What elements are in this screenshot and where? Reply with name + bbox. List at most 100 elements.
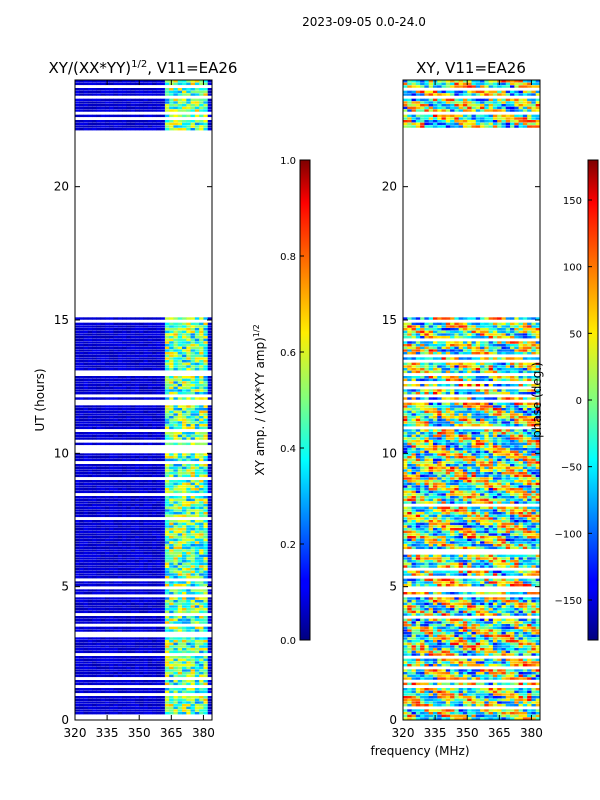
phase-cell [437,677,442,680]
amplitude-cell [156,128,162,131]
amplitude-cell [92,650,97,654]
amplitude-cell [164,552,170,555]
amplitude-cell [117,546,123,550]
amplitude-cell [156,344,162,347]
amplitude-cell [87,696,93,699]
amplitude-cell [143,480,149,483]
amplitude-cell [147,584,153,587]
phase-cell [514,669,519,672]
phase-cell [445,674,451,678]
amplitude-cell [139,576,144,579]
amplitude-cell [75,565,80,568]
phase-cell [527,682,532,686]
amplitude-cell [186,368,191,371]
phase-cell [424,693,430,696]
amplitude-cell [173,128,179,131]
amplitude-cell [182,325,187,328]
amplitude-cell [92,338,97,342]
amplitude-cell [160,581,166,584]
amplitude-cell [75,490,80,494]
amplitude-cell [177,368,183,371]
phase-cell [505,696,511,699]
amplitude-cell [104,362,110,366]
amplitude-cell [117,704,123,707]
amplitude-cell [169,661,174,664]
amplitude-cell [156,560,162,563]
phase-cell [471,698,477,702]
amplitude-cell [126,597,132,600]
phase-cell [471,701,477,704]
amplitude-cell [79,562,84,566]
amplitude-cell [147,322,153,326]
amplitude-cell [134,453,140,456]
amplitude-cell [139,397,144,400]
phase-cell [428,717,434,720]
phase-cell [514,677,519,680]
amplitude-cell [100,338,106,342]
amplitude-cell [186,101,191,104]
amplitude-cell [100,376,106,379]
phase-cell [420,701,425,704]
phase-cell [518,669,524,672]
amplitude-cell [207,125,212,128]
amplitude-cell [96,352,102,355]
amplitude-cell [75,464,80,467]
amplitude-cell [139,389,144,392]
amplitude-cell [87,442,93,446]
amplitude-cell [87,533,93,536]
amplitude-cell [177,528,183,531]
amplitude-cell [160,333,166,336]
phase-cell [480,677,485,680]
amplitude-cell [143,330,149,334]
amplitude-cell [79,589,84,592]
amplitude-cell [186,642,191,646]
phase-cell [467,688,472,691]
amplitude-cell [207,354,212,358]
amplitude-cell [134,525,140,528]
amplitude-cell [199,650,204,654]
amplitude-cell [156,637,162,640]
amplitude-cell [75,501,80,504]
amplitude-cell [130,122,136,126]
amplitude-cell [152,378,157,382]
amplitude-cell [152,522,157,526]
amplitude-cell [203,565,209,568]
amplitude-cell [79,592,84,595]
amplitude-cell [152,661,157,664]
amplitude-cell [134,661,140,664]
amplitude-cell [169,674,174,678]
amplitude-cell [194,376,200,379]
amplitude-cell [79,437,84,440]
amplitude-cell [122,408,127,411]
amplitude-cell [169,629,174,632]
amplitude-cell [207,466,212,470]
phase-cell [467,696,472,699]
amplitude-cell [169,576,174,579]
amplitude-cell [143,661,149,664]
amplitude-cell [100,674,106,678]
amplitude-cell [156,498,162,502]
amplitude-cell [194,568,200,571]
amplitude-cell [139,696,144,699]
amplitude-cell [173,629,179,632]
amplitude-cell [190,408,196,411]
amplitude-cell [156,362,162,366]
amplitude-cell [83,544,89,547]
amplitude-cell [173,88,179,91]
amplitude-cell [203,392,209,395]
amplitude-cell [177,456,183,459]
amplitude-cell [87,453,93,456]
amplitude-cell [199,93,204,96]
amplitude-cell [147,706,153,710]
amplitude-cell [177,605,183,608]
amplitude-cell [109,664,114,667]
amplitude-cell [134,426,140,430]
amplitude-cell [134,712,140,715]
amplitude-cell [139,384,144,387]
amplitude-cell [83,128,89,131]
amplitude-cell [147,368,153,371]
amplitude-cell [182,672,187,675]
amplitude-cell [177,322,183,326]
amplitude-cell [169,565,174,568]
amplitude-cell [143,610,149,614]
